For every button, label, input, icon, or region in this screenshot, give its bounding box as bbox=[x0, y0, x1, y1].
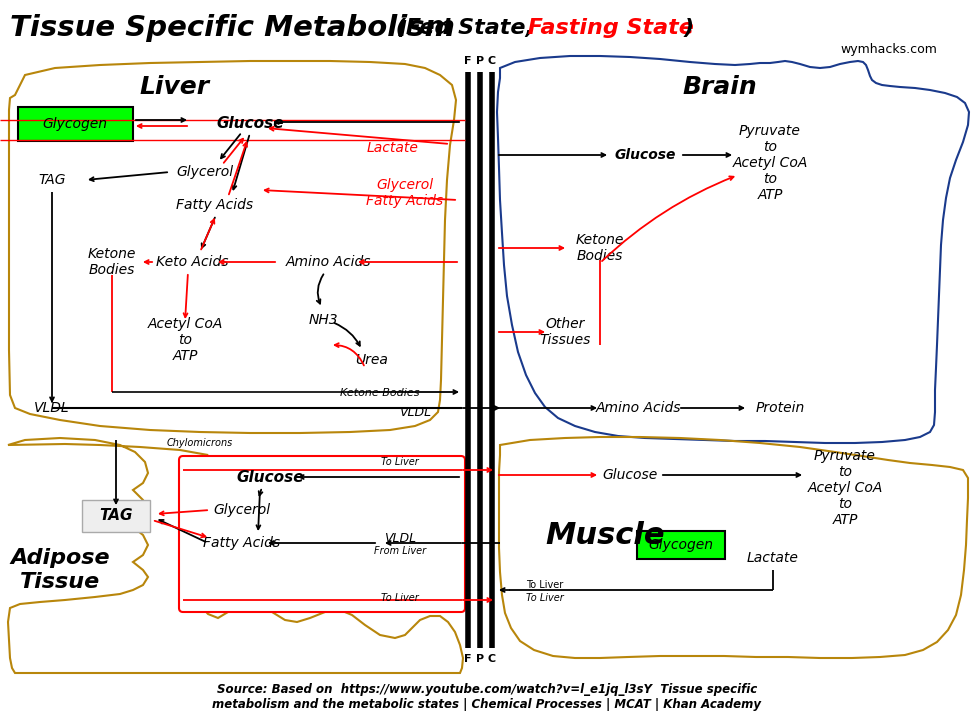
Text: C: C bbox=[488, 56, 496, 66]
Text: P: P bbox=[476, 56, 484, 66]
FancyBboxPatch shape bbox=[82, 500, 150, 532]
Text: Brain: Brain bbox=[682, 75, 758, 99]
Text: VLDL: VLDL bbox=[399, 407, 431, 420]
Text: Glucose: Glucose bbox=[614, 148, 676, 162]
Text: Glycerol
Fatty Acids: Glycerol Fatty Acids bbox=[367, 178, 444, 208]
Text: Ketone
Bodies: Ketone Bodies bbox=[576, 233, 624, 263]
Text: Glycogen: Glycogen bbox=[43, 117, 107, 131]
Text: Keto Acids: Keto Acids bbox=[156, 255, 228, 269]
Text: Glucose: Glucose bbox=[216, 117, 284, 132]
Text: Glycerol: Glycerol bbox=[214, 503, 271, 517]
Text: P: P bbox=[476, 654, 484, 664]
Text: Pyruvate
to
Acetyl CoA
to
ATP: Pyruvate to Acetyl CoA to ATP bbox=[807, 449, 882, 528]
Text: Amino Acids: Amino Acids bbox=[286, 255, 370, 269]
Text: NH3: NH3 bbox=[308, 313, 337, 327]
Text: F: F bbox=[464, 654, 472, 664]
Text: Acetyl CoA
to
ATP: Acetyl CoA to ATP bbox=[147, 316, 222, 363]
Text: Liver: Liver bbox=[140, 75, 210, 99]
Text: C: C bbox=[488, 654, 496, 664]
Text: Lactate: Lactate bbox=[747, 551, 799, 565]
Text: Glucose: Glucose bbox=[603, 468, 657, 482]
Text: Pyruvate
to
Acetyl CoA
to
ATP: Pyruvate to Acetyl CoA to ATP bbox=[732, 124, 807, 203]
Text: Muscle: Muscle bbox=[545, 521, 665, 549]
Text: Fasting State: Fasting State bbox=[520, 18, 694, 38]
Text: Ketone Bodies: Ketone Bodies bbox=[340, 388, 420, 398]
Text: To Liver: To Liver bbox=[526, 593, 564, 603]
Text: Lactate: Lactate bbox=[367, 141, 419, 155]
Text: Ketone
Bodies: Ketone Bodies bbox=[88, 247, 136, 277]
Text: TAG: TAG bbox=[99, 508, 133, 523]
Text: Fatty Acids: Fatty Acids bbox=[204, 536, 281, 550]
Text: Chylomicrons: Chylomicrons bbox=[167, 438, 233, 448]
Text: VLDL: VLDL bbox=[34, 401, 70, 415]
Text: Amino Acids: Amino Acids bbox=[596, 401, 681, 415]
Text: From Liver: From Liver bbox=[374, 546, 426, 556]
Text: Fatty Acids: Fatty Acids bbox=[176, 198, 254, 212]
Text: F: F bbox=[464, 56, 472, 66]
Text: Glucose: Glucose bbox=[236, 470, 304, 485]
Text: To Liver: To Liver bbox=[381, 593, 419, 603]
Text: (Fed State,: (Fed State, bbox=[388, 18, 534, 38]
FancyBboxPatch shape bbox=[179, 456, 465, 612]
FancyBboxPatch shape bbox=[637, 531, 725, 559]
Text: TAG: TAG bbox=[38, 173, 65, 187]
Text: wymhacks.com: wymhacks.com bbox=[840, 44, 937, 57]
Text: Tissue Specific Metabolism: Tissue Specific Metabolism bbox=[10, 14, 455, 42]
Text: Other
Tissues: Other Tissues bbox=[539, 317, 591, 347]
Text: VLDL: VLDL bbox=[384, 531, 416, 544]
Text: Glycerol: Glycerol bbox=[176, 165, 234, 179]
Text: To Liver: To Liver bbox=[526, 580, 564, 590]
Text: Adipose
Tissue: Adipose Tissue bbox=[10, 548, 110, 591]
Text: Glycogen: Glycogen bbox=[648, 538, 714, 552]
FancyBboxPatch shape bbox=[18, 107, 133, 141]
Text: Source: Based on  https://www.youtube.com/watch?v=l_e1jq_l3sY  Tissue specific
m: Source: Based on https://www.youtube.com… bbox=[213, 683, 761, 711]
Text: To Liver: To Liver bbox=[381, 457, 419, 467]
Text: Urea: Urea bbox=[356, 353, 388, 367]
Text: Protein: Protein bbox=[756, 401, 804, 415]
Text: ): ) bbox=[684, 18, 694, 38]
